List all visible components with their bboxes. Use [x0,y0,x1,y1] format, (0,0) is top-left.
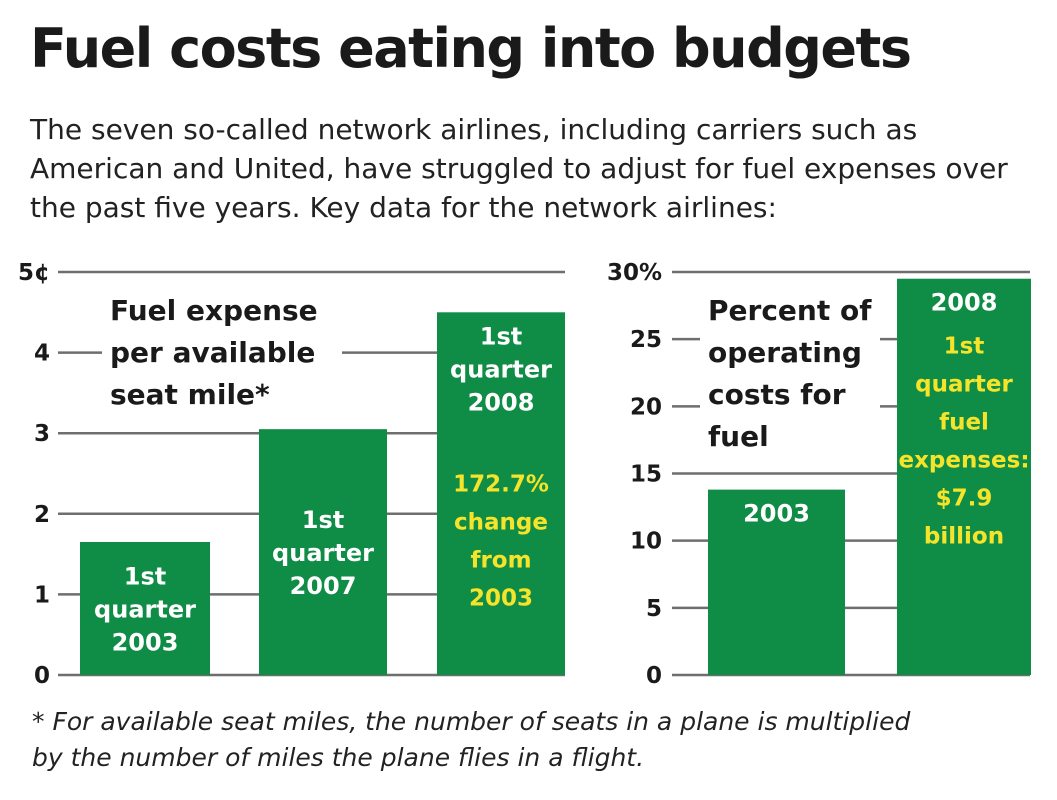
chart-label-line: Fuel expense [110,294,318,327]
y-tick-label: 0 [646,663,662,689]
chart-label-line: per available [110,336,315,369]
chart-label-line: fuel [708,420,769,453]
y-tick-label: 0 [34,663,50,689]
bar-data-label: 1st [480,322,522,350]
bar-annotation: change [454,509,548,535]
y-tick-label: 2 [34,502,50,528]
bar-data-label: quarter [94,596,196,624]
bar-data-label: quarter [272,539,374,567]
footnote: * For available seat miles, the number o… [32,704,1022,776]
bar-annotation: $7.9 [936,486,993,512]
bar-data-label: 2007 [290,572,357,600]
y-tick-label: 5 [646,596,662,622]
bar-data-label: 2008 [468,388,535,416]
chart-label-line: Percent of [708,294,872,327]
y-tick-label: 20 [630,394,662,420]
title-mask [700,290,880,462]
chart-label-line: costs for [708,378,846,411]
y-tick-label: 25 [630,327,662,353]
y-tick-label: 3 [34,421,50,447]
footnote-line-1: * For available seat miles, the number o… [32,707,911,736]
y-tick-label: 5¢ [18,260,50,286]
bar-annotation: 172.7% [453,471,549,497]
bar-annotation: 2003 [469,585,533,611]
bar-annotation: billion [924,524,1004,550]
bar [897,278,1031,675]
y-tick-label: 4 [34,341,50,367]
bar-annotation: fuel [939,410,989,436]
bar [708,489,845,675]
bar-data-label: 2008 [931,289,998,317]
bar-data-label: 1st [302,506,344,534]
y-tick-label: 15 [630,462,662,488]
bar-data-label: quarter [450,355,552,383]
bar-annotation: quarter [915,372,1013,398]
y-tick-label: 30% [607,260,662,286]
bar-annotation: from [470,547,531,573]
chart-label-line: operating [708,336,862,369]
bar-annotation: expenses: [898,448,1029,474]
bar-data-label: 2003 [743,500,810,528]
footnote-line-2: by the number of miles the plane flies i… [32,743,645,772]
title-mask [102,290,342,420]
bar-annotation: 1st [944,334,985,360]
chart-label-line: seat mile* [110,378,270,411]
chart-subtitle: The seven so-called network airlines, in… [30,113,1008,224]
bar [259,429,387,675]
bar-data-label: 1st [124,563,166,591]
chart-title: Fuel costs eating into budgets [30,17,912,80]
bar [80,542,210,675]
bar-data-label: 2003 [112,629,179,657]
y-tick-label: 1 [34,582,50,608]
y-tick-label: 10 [630,529,662,555]
bar [437,312,565,675]
